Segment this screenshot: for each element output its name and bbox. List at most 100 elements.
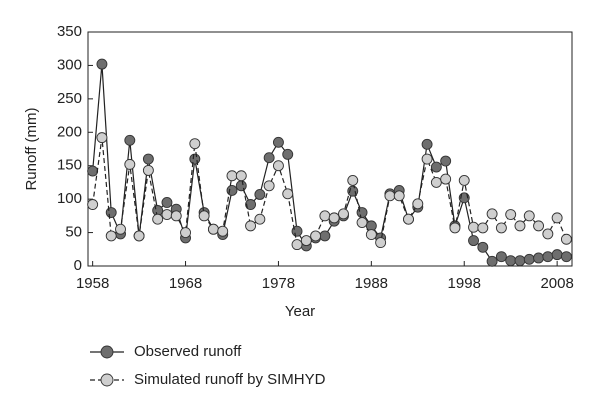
series-line bbox=[92, 64, 567, 263]
data-point bbox=[226, 185, 238, 196]
data-point bbox=[282, 188, 294, 200]
data-point bbox=[347, 174, 359, 186]
data-point bbox=[226, 170, 238, 182]
data-point bbox=[514, 220, 526, 232]
data-point bbox=[235, 180, 247, 192]
x-tick-label: 1978 bbox=[262, 275, 295, 292]
data-point bbox=[235, 170, 247, 182]
data-point bbox=[198, 210, 210, 222]
data-point bbox=[468, 235, 479, 247]
data-point bbox=[505, 255, 517, 267]
data-point bbox=[523, 253, 535, 265]
data-point bbox=[189, 138, 201, 150]
y-tick-label: 0 bbox=[74, 257, 82, 274]
data-point bbox=[533, 220, 545, 232]
data-point bbox=[96, 58, 108, 70]
data-point bbox=[161, 197, 173, 208]
data-point bbox=[115, 223, 126, 235]
data-point bbox=[87, 199, 99, 210]
legend-marker bbox=[100, 373, 114, 387]
x-tick-label: 2008 bbox=[540, 275, 573, 292]
data-point bbox=[468, 221, 479, 233]
data-point bbox=[87, 165, 99, 177]
data-point bbox=[254, 213, 266, 225]
data-point bbox=[96, 132, 108, 144]
y-tick-label: 200 bbox=[57, 123, 82, 140]
data-point bbox=[421, 138, 433, 150]
data-point bbox=[142, 164, 154, 176]
data-point bbox=[551, 249, 563, 261]
legend-label: Simulated runoff by SIMHYD bbox=[134, 371, 326, 388]
data-point bbox=[133, 230, 145, 242]
data-point bbox=[542, 251, 554, 263]
data-point bbox=[505, 209, 517, 220]
x-tick-label: 1988 bbox=[355, 275, 388, 292]
data-point bbox=[338, 208, 349, 220]
data-point bbox=[245, 220, 257, 232]
data-point bbox=[105, 230, 117, 242]
data-point bbox=[328, 212, 340, 224]
data-point bbox=[551, 212, 563, 224]
data-point bbox=[189, 153, 201, 165]
data-point bbox=[124, 134, 136, 146]
data-point bbox=[440, 173, 452, 185]
data-point bbox=[458, 174, 470, 186]
y-axis-label: Runoff (mm) bbox=[23, 107, 40, 190]
data-point bbox=[495, 251, 507, 263]
data-point bbox=[449, 222, 461, 234]
legend-label: Observed runoff bbox=[134, 343, 242, 360]
data-point bbox=[356, 217, 368, 228]
data-point bbox=[319, 210, 331, 222]
y-tick-label: 50 bbox=[65, 224, 82, 241]
data-point bbox=[291, 239, 303, 251]
data-point bbox=[282, 148, 294, 160]
data-point bbox=[477, 222, 489, 234]
data-point bbox=[245, 199, 257, 210]
data-point bbox=[254, 189, 266, 200]
data-point bbox=[486, 255, 498, 267]
data-point bbox=[310, 230, 322, 242]
data-point bbox=[495, 222, 507, 234]
data-point bbox=[300, 235, 312, 247]
data-point bbox=[403, 213, 414, 225]
y-tick-label: 350 bbox=[57, 23, 82, 40]
data-point bbox=[560, 251, 572, 263]
data-point bbox=[430, 161, 442, 173]
data-point bbox=[560, 233, 572, 245]
data-point bbox=[375, 237, 387, 249]
data-point bbox=[514, 255, 526, 267]
data-point bbox=[105, 207, 117, 218]
data-point bbox=[440, 155, 452, 167]
y-tick-label: 150 bbox=[57, 157, 82, 174]
data-point bbox=[365, 229, 377, 241]
data-point bbox=[272, 136, 284, 148]
x-axis-label: Year bbox=[285, 303, 315, 320]
data-point bbox=[412, 198, 424, 210]
data-point bbox=[393, 190, 405, 202]
data-point bbox=[180, 227, 191, 239]
y-tick-label: 100 bbox=[57, 190, 82, 207]
data-point bbox=[161, 209, 173, 220]
x-tick-label: 1998 bbox=[448, 275, 481, 292]
data-point bbox=[542, 228, 554, 240]
y-tick-label: 250 bbox=[57, 90, 82, 107]
data-point bbox=[319, 230, 331, 242]
plot-frame bbox=[87, 31, 573, 267]
data-point bbox=[421, 153, 433, 165]
data-point bbox=[124, 158, 136, 170]
data-point bbox=[217, 225, 229, 237]
data-point bbox=[263, 152, 275, 164]
data-point bbox=[430, 176, 442, 188]
data-point bbox=[207, 223, 219, 235]
x-tick-label: 1958 bbox=[76, 275, 109, 292]
y-tick-label: 300 bbox=[57, 56, 82, 73]
data-point bbox=[272, 160, 284, 172]
data-point bbox=[142, 153, 154, 165]
data-point bbox=[477, 241, 489, 253]
data-point bbox=[523, 210, 535, 222]
data-point bbox=[533, 252, 545, 264]
data-point bbox=[486, 208, 498, 220]
data-point bbox=[170, 210, 182, 222]
